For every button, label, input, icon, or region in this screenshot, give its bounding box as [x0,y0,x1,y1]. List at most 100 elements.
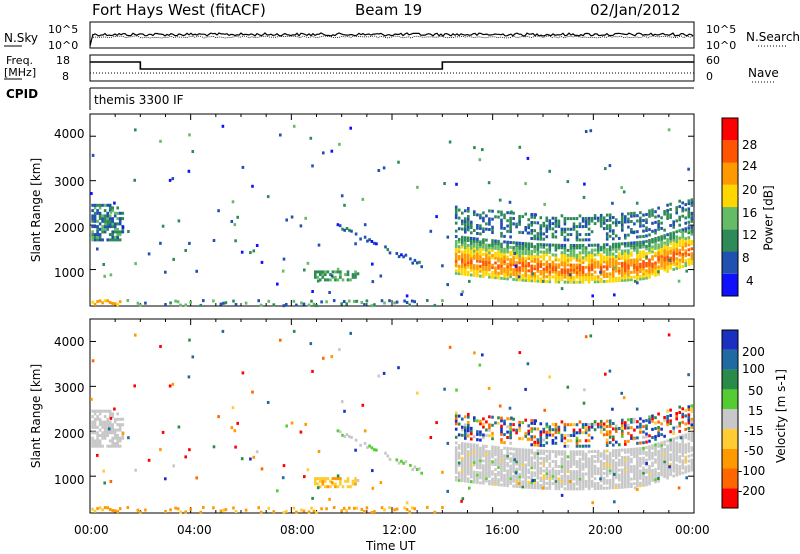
power-echo-cell [587,251,591,255]
velocity-echo-cell [624,423,627,427]
power-echo-cell [660,216,663,220]
power-echo-cell [612,279,615,283]
power-echo-cell [572,256,576,260]
power-echo-cell [560,243,564,247]
velocity-echo-cell [485,479,488,483]
velocity-echo-cell [627,423,630,427]
power-echo-cell [159,241,162,245]
power-echo-cell [521,246,524,250]
power-echo-cell [545,216,549,220]
power-echo-cell [593,222,597,226]
power-echo-cell [457,240,461,244]
velocity-echo-cell [464,444,467,448]
velocity-echo-cell [527,471,530,474]
power-echo-cell [630,244,633,247]
velocity-echo-cell [111,444,114,448]
power-echo-cell [681,230,684,234]
velocity-echo-cell [106,420,109,424]
velocity-echo-cell [657,449,660,453]
power-echo-cell [373,303,376,307]
power-echo-cell [514,264,518,268]
power-echo-cell [654,273,657,277]
power-echo-cell [548,270,552,274]
power-echo-cell [690,232,694,236]
velocity-echo-cell [648,479,651,483]
power-echo-cell [476,266,479,270]
velocity-echo-cell [521,460,524,464]
velocity-echo-cell [651,444,654,448]
velocity-echo-cell [506,452,509,455]
velocity-echo-cell [312,509,316,513]
power-echo-cell [681,245,684,249]
power-echo-cell [530,267,533,270]
velocity-echo-cell [303,475,306,479]
power-echo-cell [545,227,549,231]
velocity-echo-cell [91,431,94,435]
power-echo-cell [569,244,573,247]
velocity-echo-cell [620,391,623,395]
velocity-echo-cell [96,439,99,443]
velocity-echo-cell [593,428,597,432]
velocity-echo-cell [615,429,618,433]
velocity-echo-cell [590,484,594,488]
power-echo-cell [645,261,648,265]
velocity-echo-cell [545,469,549,473]
power-echo-cell [476,247,479,251]
velocity-echo-cell [669,438,672,442]
nsearch-trace [92,35,694,39]
velocity-echo-cell [113,407,116,411]
power-echo-cell [599,258,603,262]
velocity-echo-cell [467,434,470,438]
power-echo-cell [542,272,546,276]
velocity-echo-cell [654,435,657,439]
velocity-echo-cell [618,485,621,489]
power-echo-cell [587,268,591,272]
power-echo-cell [551,265,555,269]
power-echo-cell [608,272,612,276]
velocity-echo-cell [657,454,660,458]
velocity-echo-cell [569,487,573,491]
power-echo-cell [461,290,465,294]
velocity-echo-cell [636,436,639,440]
velocity-echo-cell [482,444,485,448]
power-echo-cell [470,263,473,267]
power-echo-cell [530,264,533,268]
velocity-echo-cell [509,464,512,468]
power-echo-cell [551,243,555,247]
velocity-echo-cell [678,424,681,428]
velocity-echo-cell [334,477,337,481]
velocity-echo-cell [497,453,500,457]
power-echo-cell [121,227,125,231]
velocity-echo-cell [222,508,225,512]
power-echo-cell [536,237,540,241]
velocity-echo-cell [473,419,476,422]
velocity-echo-cell [491,415,494,419]
power-echo-cell [645,264,648,268]
velocity-echo-cell [608,422,612,426]
power-echo-cell [615,267,618,271]
power-echo-cell [101,214,104,218]
velocity-echo-cell [356,479,360,482]
power-echo-cell [467,248,470,252]
power-echo-cell [121,217,125,221]
power-echo-cell [627,263,630,267]
power-colorbar-swatch [722,229,738,252]
velocity-echo-cell [354,479,357,483]
power-echo-cell [187,169,191,173]
power-echo-cell [681,209,684,213]
power-echo-cell [560,270,564,274]
velocity-echo-cell [566,444,570,448]
power-echo-cell [370,304,374,308]
power-echo-cell [621,276,624,280]
xtick-2: 08:00 [280,523,315,537]
velocity-echo-cell [660,461,663,465]
power-echo-cell [116,211,119,215]
power-echo-cell [395,300,399,304]
velocity-echo-cell [464,472,467,476]
velocity-echo-cell [527,463,530,467]
power-echo-cell [536,247,540,251]
velocity-echo-cell [605,430,609,434]
velocity-echo-cell [627,450,630,454]
power-echo-cell [684,216,687,220]
power-echo-cell [334,270,337,274]
